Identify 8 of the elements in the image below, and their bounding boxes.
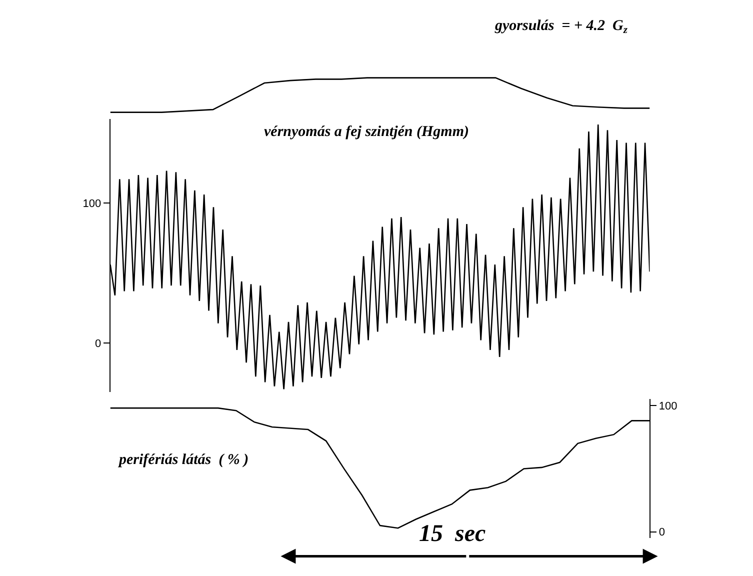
y-tick-label: 0 (658, 526, 666, 539)
chart-title: gyorsulás = + 4.2 G$_{z}$ (494, 18, 628, 36)
y-tick-label: 100 (82, 198, 102, 210)
y-tick-label: 100 (658, 400, 678, 412)
chart-title: vérnyomás a fej szintjén (Hgmm) (264, 124, 469, 140)
annotation: 15 sec (419, 521, 486, 547)
text: perifériás látás ( % ) (117, 452, 249, 468)
y-tick-label: 0 (94, 338, 102, 350)
